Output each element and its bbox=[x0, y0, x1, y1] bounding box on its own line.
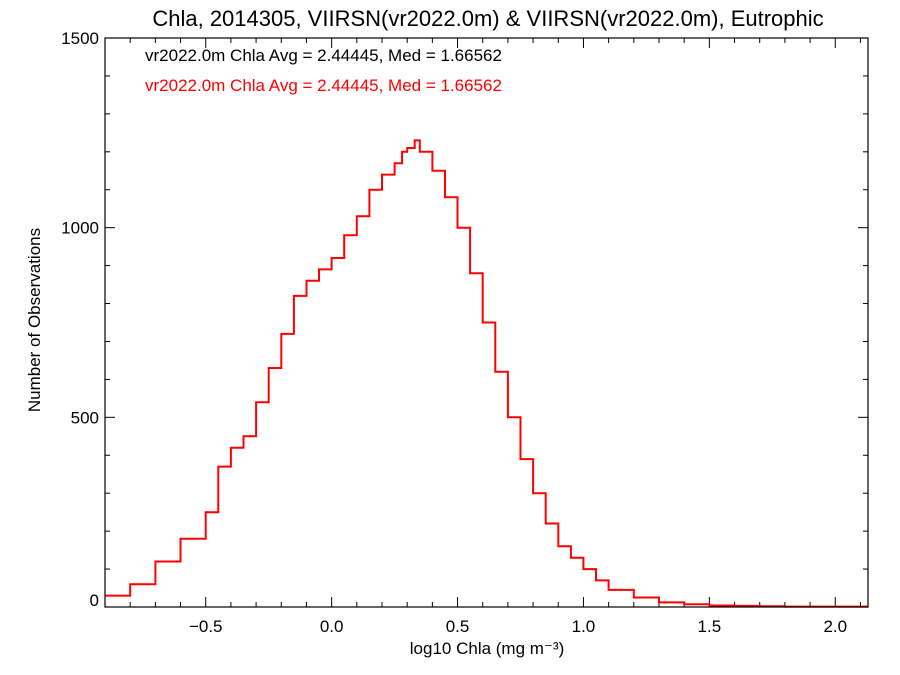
x-tick-label: −0.5 bbox=[189, 617, 223, 636]
plot-frame bbox=[104, 37, 869, 608]
chart-title: Chla, 2014305, VIIRSN(vr2022.0m) & VIIRS… bbox=[152, 6, 823, 31]
y-axis-label: Number of Observations bbox=[25, 228, 44, 412]
x-tick-label: 0.5 bbox=[446, 617, 470, 636]
y-tick-label: 0 bbox=[90, 591, 99, 610]
x-tick-label: 0.0 bbox=[320, 617, 344, 636]
x-tick-label: 1.0 bbox=[572, 617, 596, 636]
y-tick-label: 1500 bbox=[61, 29, 99, 48]
y-tick-label: 500 bbox=[71, 408, 99, 427]
stats-annotation-red: vr2022.0m Chla Avg = 2.44445, Med = 1.66… bbox=[145, 76, 502, 95]
x-tick-label: 2.0 bbox=[823, 617, 847, 636]
x-axis-label: log10 Chla (mg m⁻³) bbox=[410, 639, 564, 658]
axis-tick-labels: −0.5 0.0 0.5 1.0 1.5 2.0 0 500 1000 1500 bbox=[61, 29, 847, 636]
stats-annotation-black: vr2022.0m Chla Avg = 2.44445, Med = 1.66… bbox=[145, 46, 502, 65]
histogram-series-line bbox=[105, 139, 868, 608]
y-tick-label: 1000 bbox=[61, 219, 99, 238]
x-tick-label: 1.5 bbox=[698, 617, 722, 636]
